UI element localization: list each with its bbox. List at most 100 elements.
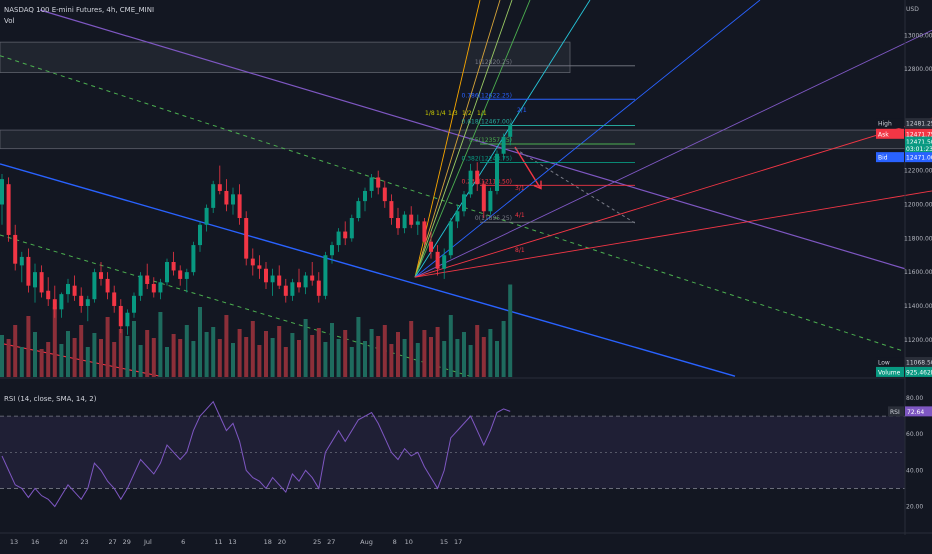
fan-label-5: 2/1 — [517, 107, 527, 114]
candle-body — [26, 256, 31, 286]
candle-body — [422, 221, 427, 242]
volume-bar — [217, 339, 222, 377]
candle-body — [455, 211, 460, 222]
candle-body — [217, 184, 222, 191]
channel-lower-line — [0, 163, 736, 377]
fib-label-6: 0(11895.25) — [475, 215, 512, 222]
volume-bar — [468, 345, 473, 377]
candle-body — [402, 214, 407, 229]
rsi-legend[interactable]: RSI (14, close, SMA, 14, 2) — [4, 395, 96, 403]
volume-bar — [290, 333, 295, 377]
volume-bar — [33, 332, 37, 377]
candles — [0, 123, 513, 335]
fib-label-2: 0.618(12467.00) — [462, 119, 513, 126]
volume-bar — [158, 312, 163, 377]
supply-zones — [0, 41, 906, 150]
price-tick-label: 13000.00 — [904, 32, 932, 39]
candle-body — [264, 268, 268, 283]
candle-body — [435, 251, 440, 269]
rsi-tick-label: 40.00 — [906, 467, 923, 474]
time-tick-label: 10 — [405, 538, 413, 546]
volume-bar — [429, 337, 433, 377]
volume-bar — [178, 339, 183, 377]
volume-bar — [363, 341, 367, 377]
volume-bar — [415, 343, 420, 377]
candle-body — [224, 190, 229, 205]
badge-key-bid — [876, 152, 904, 163]
candle-body — [79, 295, 84, 306]
volume-bar — [501, 321, 506, 377]
candle-body — [171, 261, 176, 271]
candle-body — [316, 280, 321, 296]
volume-bar — [481, 337, 486, 377]
rsi-pane — [0, 377, 905, 508]
volume-bar — [132, 321, 136, 377]
volume-bar — [382, 325, 387, 377]
volume-bar — [264, 331, 268, 377]
time-tick-label: 27 — [109, 538, 117, 546]
volume-bar — [277, 326, 282, 377]
candle-body — [283, 285, 288, 296]
volume-bar — [270, 338, 275, 377]
candle-body — [178, 270, 183, 279]
candle-body — [66, 283, 70, 295]
volume-bar — [488, 329, 493, 377]
fan-line-8 — [414, 190, 932, 278]
time-tick-label: 29 — [123, 538, 131, 546]
price-tick-label: 12800.00 — [904, 66, 932, 73]
candle-body — [336, 231, 341, 246]
volume-bar — [92, 333, 97, 377]
rsi-line — [1, 400, 511, 508]
candle-body — [204, 207, 209, 225]
volume-bar — [237, 329, 242, 377]
time-tick-label: 15 — [440, 538, 448, 546]
volume-bar — [330, 323, 334, 377]
badge-key-high — [876, 118, 904, 129]
candle-body — [448, 221, 453, 256]
badge-key-text-high: High — [878, 121, 892, 128]
candle-body — [19, 256, 24, 266]
volume-bar — [171, 334, 176, 377]
currency-label: USD — [906, 6, 919, 13]
time-tick-label: 13 — [228, 538, 236, 546]
volume-bar — [72, 338, 77, 377]
volume-bar — [191, 341, 196, 377]
volume-bar — [455, 339, 460, 377]
candle-body — [501, 136, 506, 154]
fib-retracement[interactable]: 1(12820.25) 0.786(12622.25) 0.618(12467.00… — [462, 59, 636, 223]
volume-bar — [475, 325, 480, 377]
volume-bar — [448, 315, 453, 377]
candle-body — [488, 190, 493, 212]
volume-bar — [59, 344, 64, 377]
gann-fan[interactable]: 1/8 1/4 1/3 1/2 1/1 2/1 3/1 4/1 8/1 — [414, 0, 932, 278]
volume-bar — [257, 345, 262, 377]
volume-bar — [79, 325, 84, 377]
time-tick-label: 8 — [393, 538, 397, 546]
candle-body — [158, 282, 163, 293]
badge-value-bid: 12471.00 — [906, 155, 932, 162]
fib-label-0: 1(12820.25) — [475, 59, 512, 66]
badge-key-text-volume: Volume — [878, 369, 901, 376]
time-tick-label: 6 — [181, 538, 185, 546]
candle-body — [462, 194, 466, 212]
fan-line-2 — [414, 0, 513, 278]
candle-body — [310, 275, 315, 281]
candle-body — [39, 272, 44, 293]
symbol-legend[interactable]: NASDAQ 100 E-mini Futures, 4h, CME_MINI — [4, 6, 154, 14]
fan-line-3 — [414, 0, 531, 278]
candle-body — [231, 194, 235, 205]
candle-body — [105, 278, 110, 293]
time-tick-label: 25 — [313, 538, 321, 546]
volume-bar — [85, 347, 90, 377]
candle-body — [356, 201, 361, 219]
volume-legend[interactable]: Vol — [4, 17, 14, 25]
volume-bar — [224, 315, 229, 377]
badge-low — [905, 357, 932, 368]
candle-body — [33, 272, 37, 288]
volume-bar — [6, 339, 11, 377]
fan-line-5 — [414, 0, 761, 278]
candle-body — [343, 231, 348, 239]
candle-body — [330, 245, 334, 256]
